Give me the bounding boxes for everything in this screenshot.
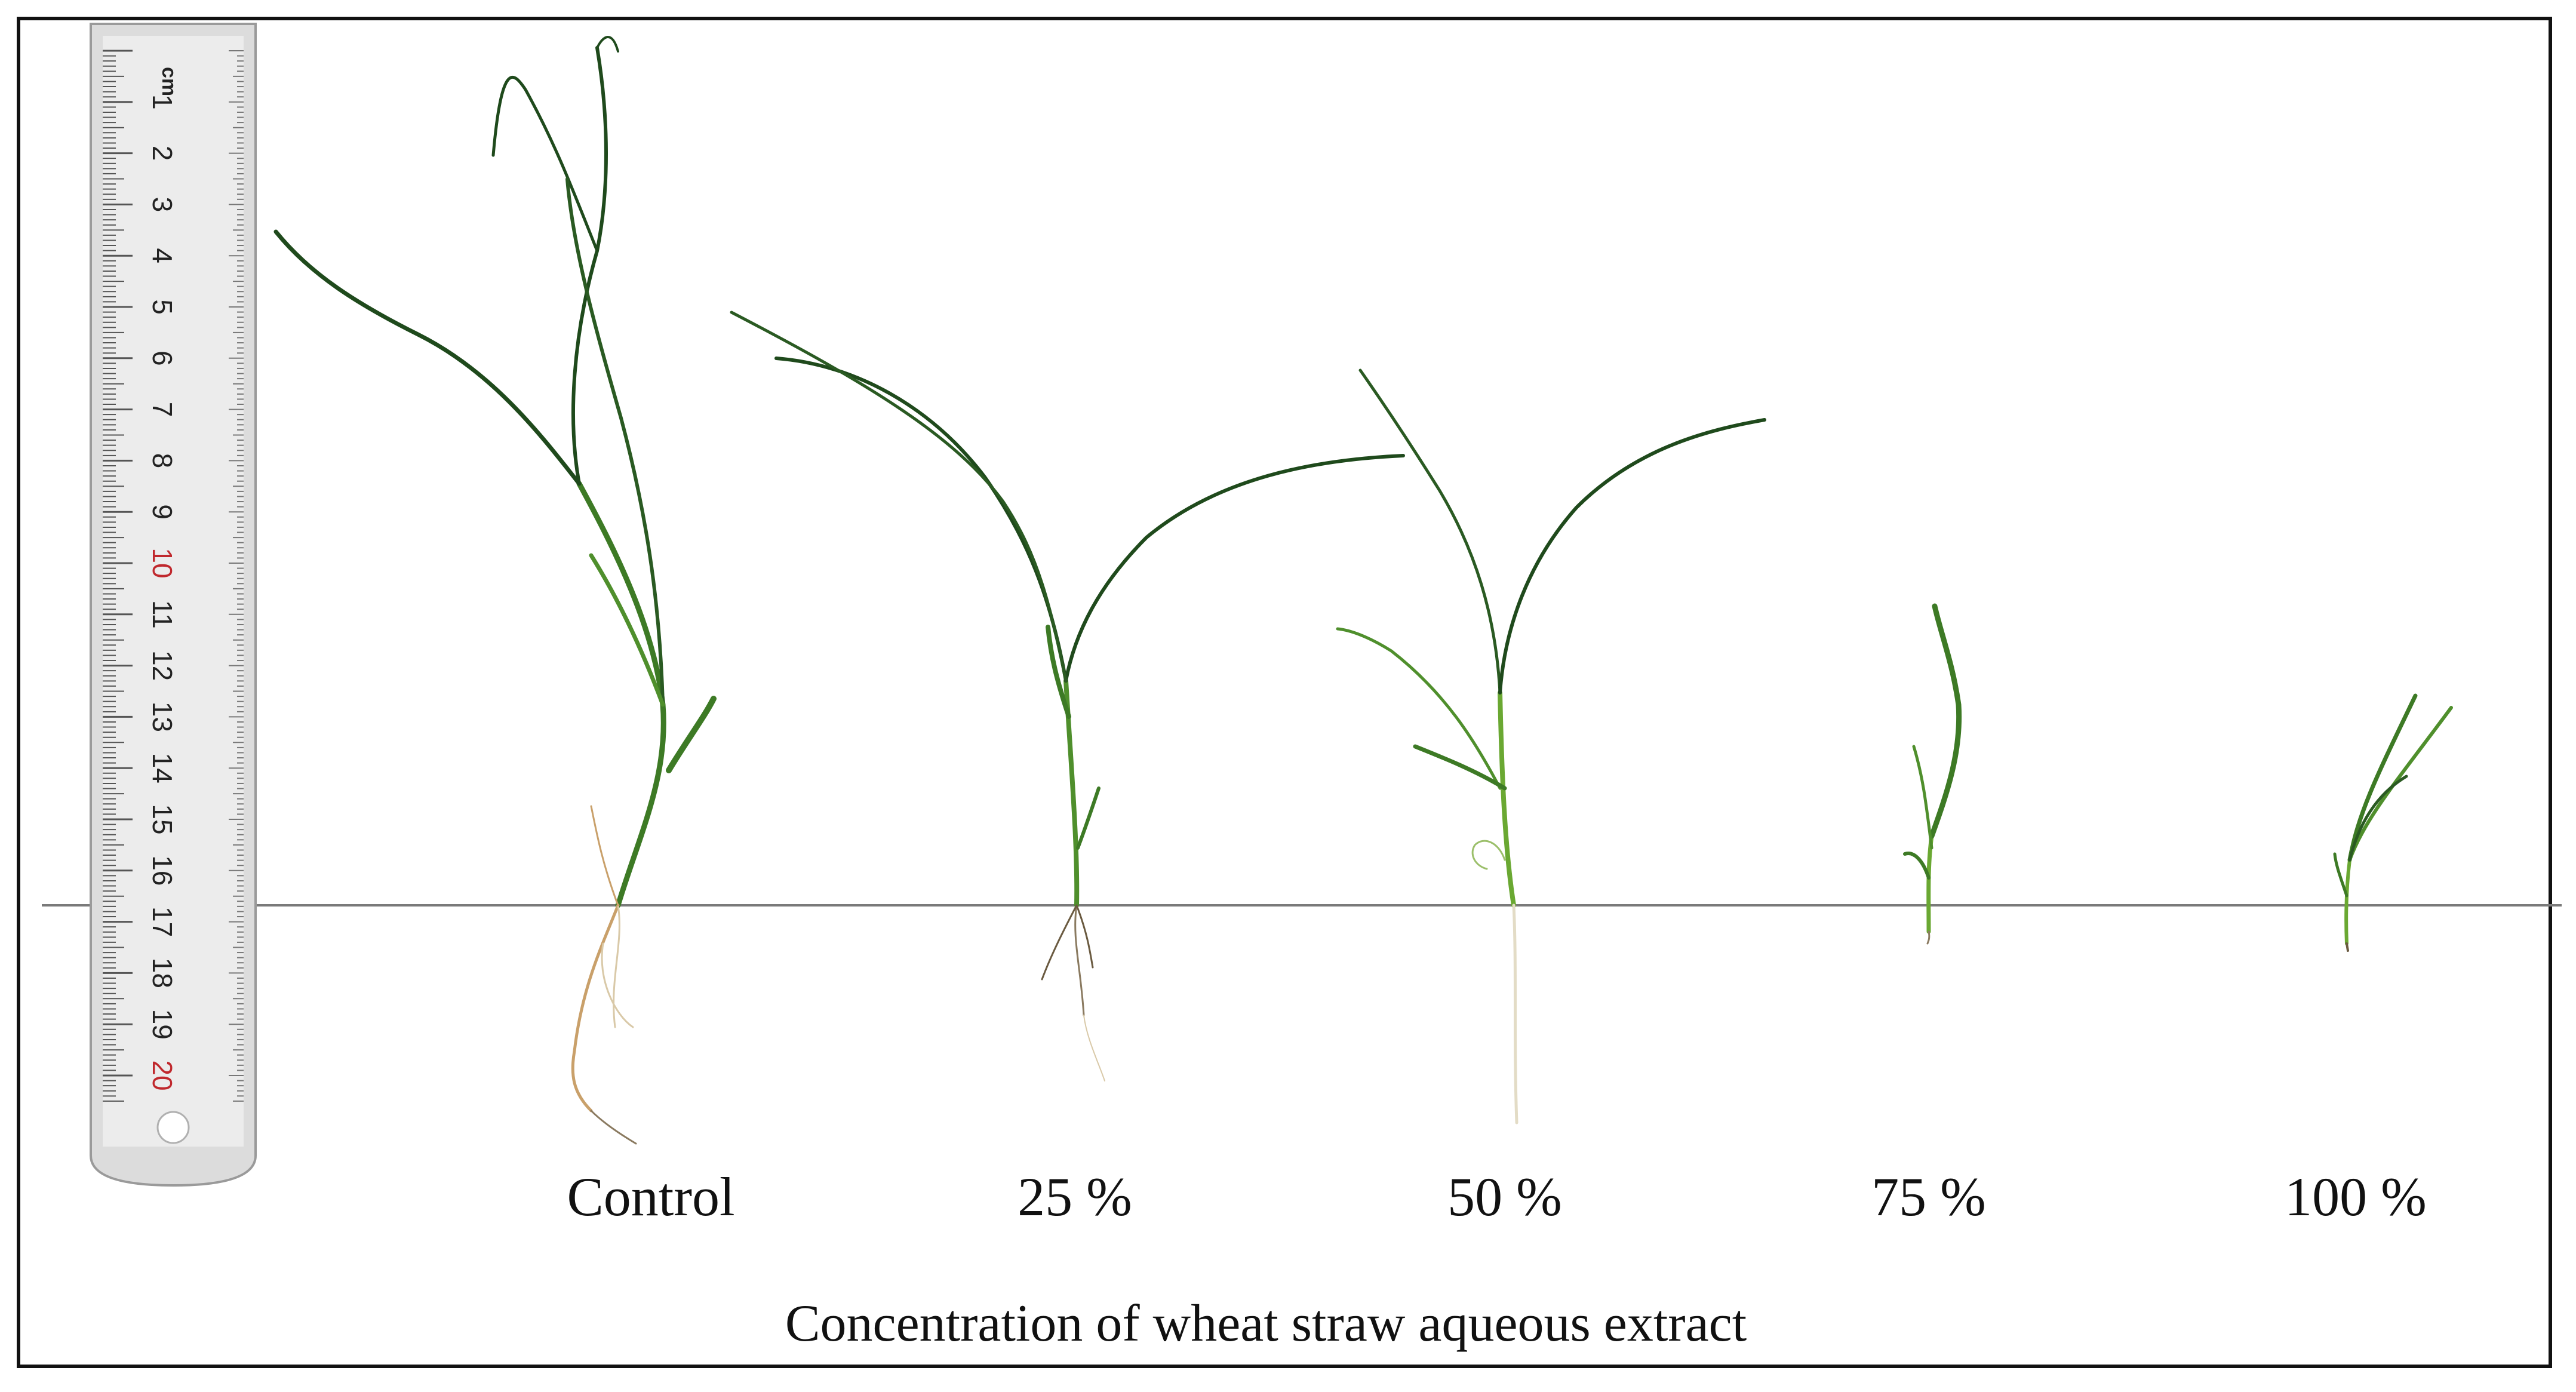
- ruler-number: 20: [147, 1060, 178, 1090]
- ruler-number: 17: [147, 907, 178, 937]
- ruler-number: 16: [147, 855, 178, 886]
- ruler-number: 1: [147, 94, 178, 110]
- ruler-ticks: [103, 50, 244, 1102]
- figure-frame: [17, 17, 2552, 1368]
- ruler-number: 18: [147, 958, 178, 988]
- ruler-number: 7: [147, 402, 178, 417]
- ruler-number: 6: [147, 351, 178, 366]
- ruler-number: 13: [147, 702, 178, 732]
- label-25-percent: 25 %: [1018, 1166, 1132, 1227]
- ruler-number: 19: [147, 1009, 178, 1040]
- label-100-percent: 100 %: [2285, 1166, 2427, 1227]
- ruler-number: 12: [147, 650, 178, 681]
- figure-title: Concentration of wheat straw aqueous ext…: [785, 1295, 1747, 1353]
- ruler-number: 9: [147, 504, 178, 520]
- ruler-number: 3: [147, 197, 178, 213]
- ruler-unit-label: cm: [158, 67, 180, 96]
- plant-100-percent: [2333, 693, 2453, 952]
- ruler-number: 14: [147, 753, 178, 783]
- label-control: Control: [567, 1166, 734, 1227]
- plant-75-percent: [1903, 603, 1962, 945]
- ruler-number: 11: [147, 600, 178, 629]
- plant-25-percent: [730, 311, 1405, 1081]
- ruler-number: 8: [147, 453, 178, 469]
- ruler-number: 4: [147, 248, 178, 263]
- label-75-percent: 75 %: [1871, 1166, 1986, 1227]
- label-50-percent: 50 %: [1447, 1166, 1562, 1227]
- plant-control: [273, 36, 717, 1145]
- ruler-number: 15: [147, 804, 178, 834]
- ruler-number: 2: [147, 146, 178, 161]
- plant-50-percent: [1336, 368, 1766, 1124]
- ruler-number: 5: [147, 299, 178, 315]
- ruler-number: 10: [147, 548, 178, 578]
- ruler-hole: [156, 1111, 190, 1144]
